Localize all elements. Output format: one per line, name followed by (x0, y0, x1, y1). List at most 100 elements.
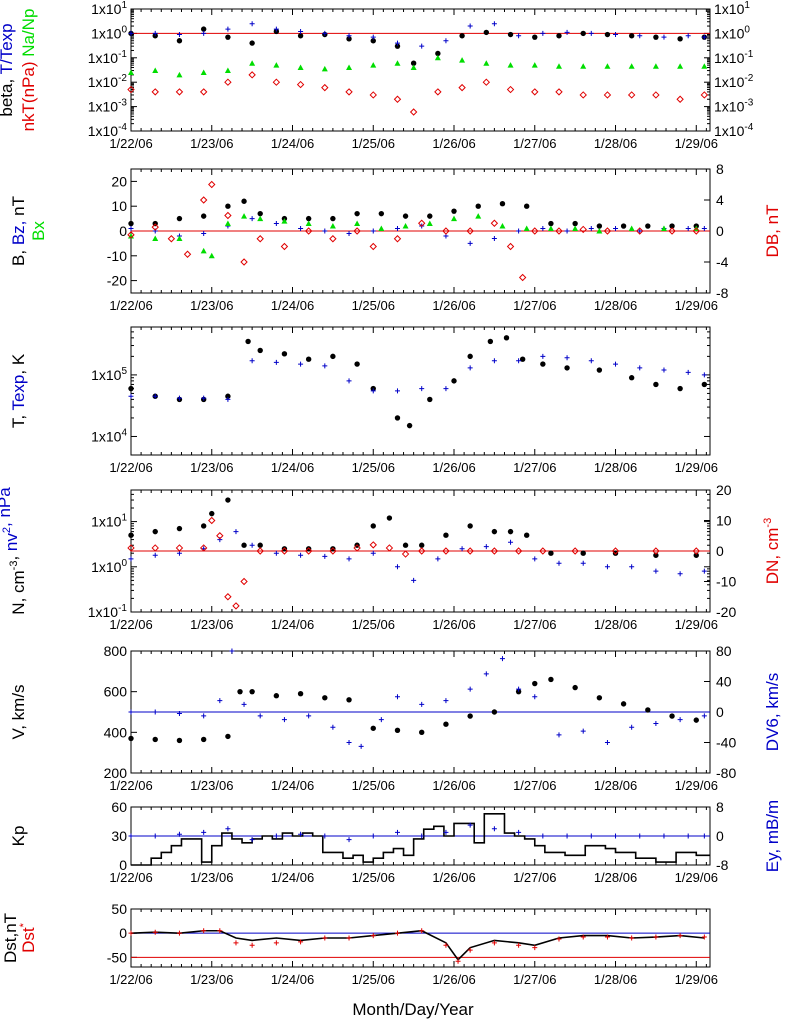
data-point (257, 713, 263, 719)
data-point (225, 393, 231, 399)
data-point (487, 338, 494, 345)
data-point (692, 547, 700, 555)
data-point (257, 210, 263, 217)
x-tick-label: 1/24/06 (271, 460, 314, 475)
x-tick-label: 1/27/06 (513, 460, 556, 475)
data-point (217, 928, 223, 934)
data-point (677, 571, 683, 577)
data-point (370, 933, 376, 939)
data-point (370, 388, 376, 394)
panel-kp: 1/22/06 1/23/06 1/24/06 1/25/06 1/26/06 1/27/… (9, 799, 782, 885)
data-point (152, 709, 158, 715)
data-point (175, 544, 184, 552)
y-tick-label-left: 1x10-3 (88, 98, 128, 115)
data-point (555, 63, 562, 69)
data-point (128, 393, 134, 399)
data-point (370, 833, 376, 839)
data-point (200, 736, 207, 743)
data-point (281, 717, 287, 723)
data-point (128, 69, 134, 75)
data-point (249, 40, 255, 46)
x-tick-label: 1/22/06 (109, 778, 152, 793)
data-point (257, 542, 263, 548)
data-point (151, 223, 159, 231)
data-point (201, 713, 207, 719)
plot-frame (130, 326, 711, 456)
data-point (410, 64, 417, 71)
y-tick-label-left: 30 (111, 828, 127, 844)
data-point (491, 528, 498, 535)
data-point (298, 939, 304, 945)
data-point (540, 833, 546, 839)
data-point (370, 228, 376, 234)
y-axis-label-left-2: nkT(nPa) Na/Np (19, 9, 38, 132)
x-tick-label: 1/29/06 (675, 298, 718, 313)
data-point (151, 88, 159, 96)
data-point (394, 388, 400, 394)
data-point (435, 50, 441, 57)
data-point (176, 831, 182, 837)
data-point (483, 544, 489, 550)
data-point (401, 550, 410, 558)
x-tick-label: 1/26/06 (432, 617, 475, 632)
data-point (394, 829, 400, 835)
data-point (685, 369, 691, 375)
series-bx (128, 213, 700, 259)
data-point (127, 231, 135, 239)
data-point (516, 686, 522, 692)
data-point (507, 31, 514, 38)
data-point (224, 67, 231, 74)
data-point (443, 721, 449, 727)
data-point (467, 23, 473, 29)
data-point (540, 30, 546, 36)
data-point (419, 833, 425, 839)
data-point (518, 273, 527, 282)
data-point (443, 38, 449, 44)
data-point (451, 378, 457, 384)
data-point (443, 386, 449, 392)
series-dn (127, 516, 700, 610)
data-point (128, 735, 134, 742)
data-point (330, 215, 336, 222)
data-point (225, 26, 231, 32)
data-point (176, 38, 183, 44)
data-point (298, 361, 304, 367)
data-point (636, 227, 644, 235)
x-tick-label: 1/23/06 (190, 870, 233, 885)
y-tick-label-right: 1x10-3 (714, 98, 754, 115)
data-point (354, 220, 361, 227)
x-tick-label: 1/29/06 (675, 972, 718, 987)
data-point (225, 396, 231, 402)
data-point (419, 542, 425, 548)
data-point (128, 709, 134, 715)
data-point (272, 78, 281, 86)
data-point (378, 210, 385, 217)
data-point (596, 228, 603, 234)
data-point (637, 365, 643, 371)
data-point (483, 671, 489, 677)
series-b (128, 198, 699, 229)
data-point (216, 532, 224, 540)
data-point (519, 356, 526, 362)
data-point (322, 553, 328, 559)
data-point (321, 83, 329, 92)
y-tick-label-left: -10 (107, 248, 127, 264)
data-point (152, 235, 159, 241)
data-point (604, 740, 610, 745)
data-point (224, 211, 232, 220)
data-point (273, 359, 279, 365)
data-point (580, 934, 586, 940)
x-tick-label: 1/28/06 (594, 972, 637, 987)
y-tick-label-left: 1x10-1 (88, 603, 128, 620)
data-point (467, 240, 473, 246)
data-point (127, 544, 135, 552)
data-point (321, 65, 328, 72)
series-dst- (128, 928, 707, 964)
data-point (532, 556, 538, 562)
data-point (548, 676, 554, 683)
data-point (669, 713, 675, 719)
y-tick-label-right: 1x100 (714, 24, 750, 41)
data-point (209, 510, 215, 517)
data-point (637, 833, 643, 839)
data-point (627, 91, 636, 99)
